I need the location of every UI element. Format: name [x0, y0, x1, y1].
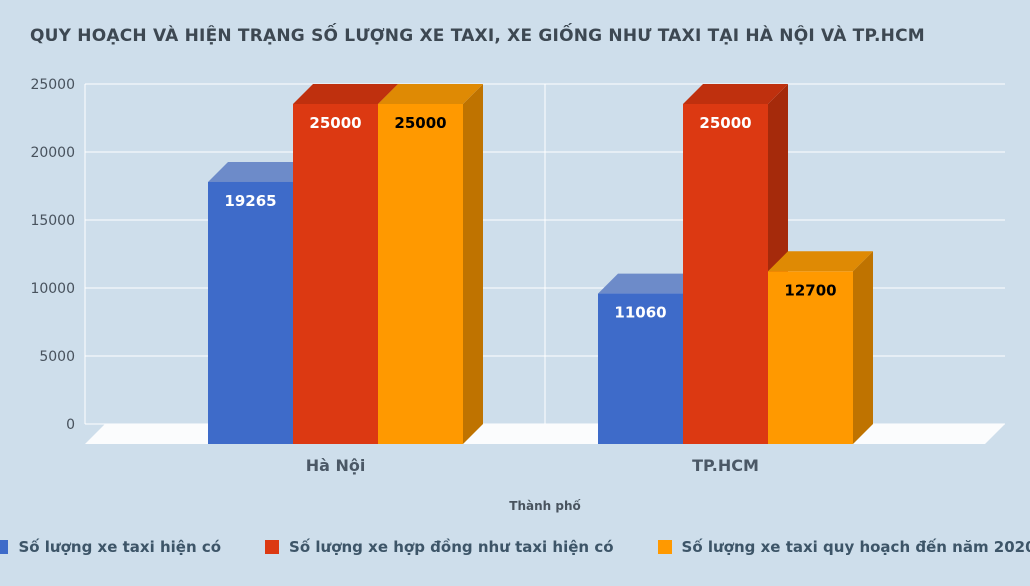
- x-axis-title: Thành phố: [509, 499, 581, 513]
- legend-label: Số lượng xe hợp đồng như taxi hiện có: [289, 538, 614, 556]
- legend-item: Số lượng xe taxi hiện có: [0, 538, 221, 556]
- bar-top-face: [378, 84, 483, 104]
- x-axis-category-label: Hà Nội: [306, 456, 366, 475]
- bar-top-face: [293, 84, 398, 104]
- bar-side-face: [853, 251, 873, 444]
- bar-front-face: [598, 293, 683, 444]
- legend: Số lượng xe taxi hiện có Số lượng xe hợp …: [0, 538, 1030, 556]
- y-axis-tick-label: 5000: [39, 349, 75, 365]
- bar-front-face: [768, 271, 853, 444]
- y-axis-tick-label: 0: [66, 417, 75, 433]
- x-axis-category-label: TP.HCM: [692, 456, 759, 475]
- legend-swatch: [265, 540, 280, 554]
- bar-front-face: [683, 104, 768, 444]
- bar-chart-plot-area: 0 5000 10000 15000 20000 25000 19265 25000 25000…: [30, 77, 1005, 475]
- bar-value-label: 12700: [784, 281, 836, 299]
- y-axis-tick-label: 10000: [30, 281, 75, 297]
- legend-swatch: [657, 540, 672, 554]
- bar-top-face: [768, 251, 873, 272]
- bar-front-face: [293, 104, 378, 444]
- y-axis-tick-label: 15000: [30, 213, 75, 229]
- legend-label: Số lượng xe taxi hiện có: [18, 538, 222, 556]
- bar-front-face: [378, 104, 463, 444]
- bar-top-face: [683, 84, 788, 104]
- y-axis-tick-label: 20000: [30, 145, 75, 161]
- bar-value-label: 11060: [614, 304, 666, 322]
- legend-item: Số lượng xe taxi quy hoạch đến năm 2020: [657, 538, 1030, 556]
- bar-value-label: 25000: [699, 114, 751, 132]
- bar-top-face: [598, 273, 703, 294]
- y-axis-tick-label: 25000: [30, 77, 75, 93]
- legend-label: Số lượng xe taxi quy hoạch đến năm 2020: [681, 538, 1030, 556]
- legend-swatch: [0, 540, 9, 554]
- bar-value-label: 25000: [394, 114, 446, 132]
- bar-top-face: [208, 161, 313, 182]
- legend-item: Số lượng xe hợp đồng như taxi hiện có: [265, 538, 614, 556]
- bar-value-label: 19265: [224, 192, 276, 210]
- bar-side-face: [463, 84, 483, 444]
- bar-front-face: [208, 181, 293, 444]
- bar-value-label: 25000: [309, 114, 361, 132]
- chart-title: QUY HOẠCH VÀ HIỆN TRẠNG SỐ LƯỢNG XE TAXI…: [30, 26, 925, 46]
